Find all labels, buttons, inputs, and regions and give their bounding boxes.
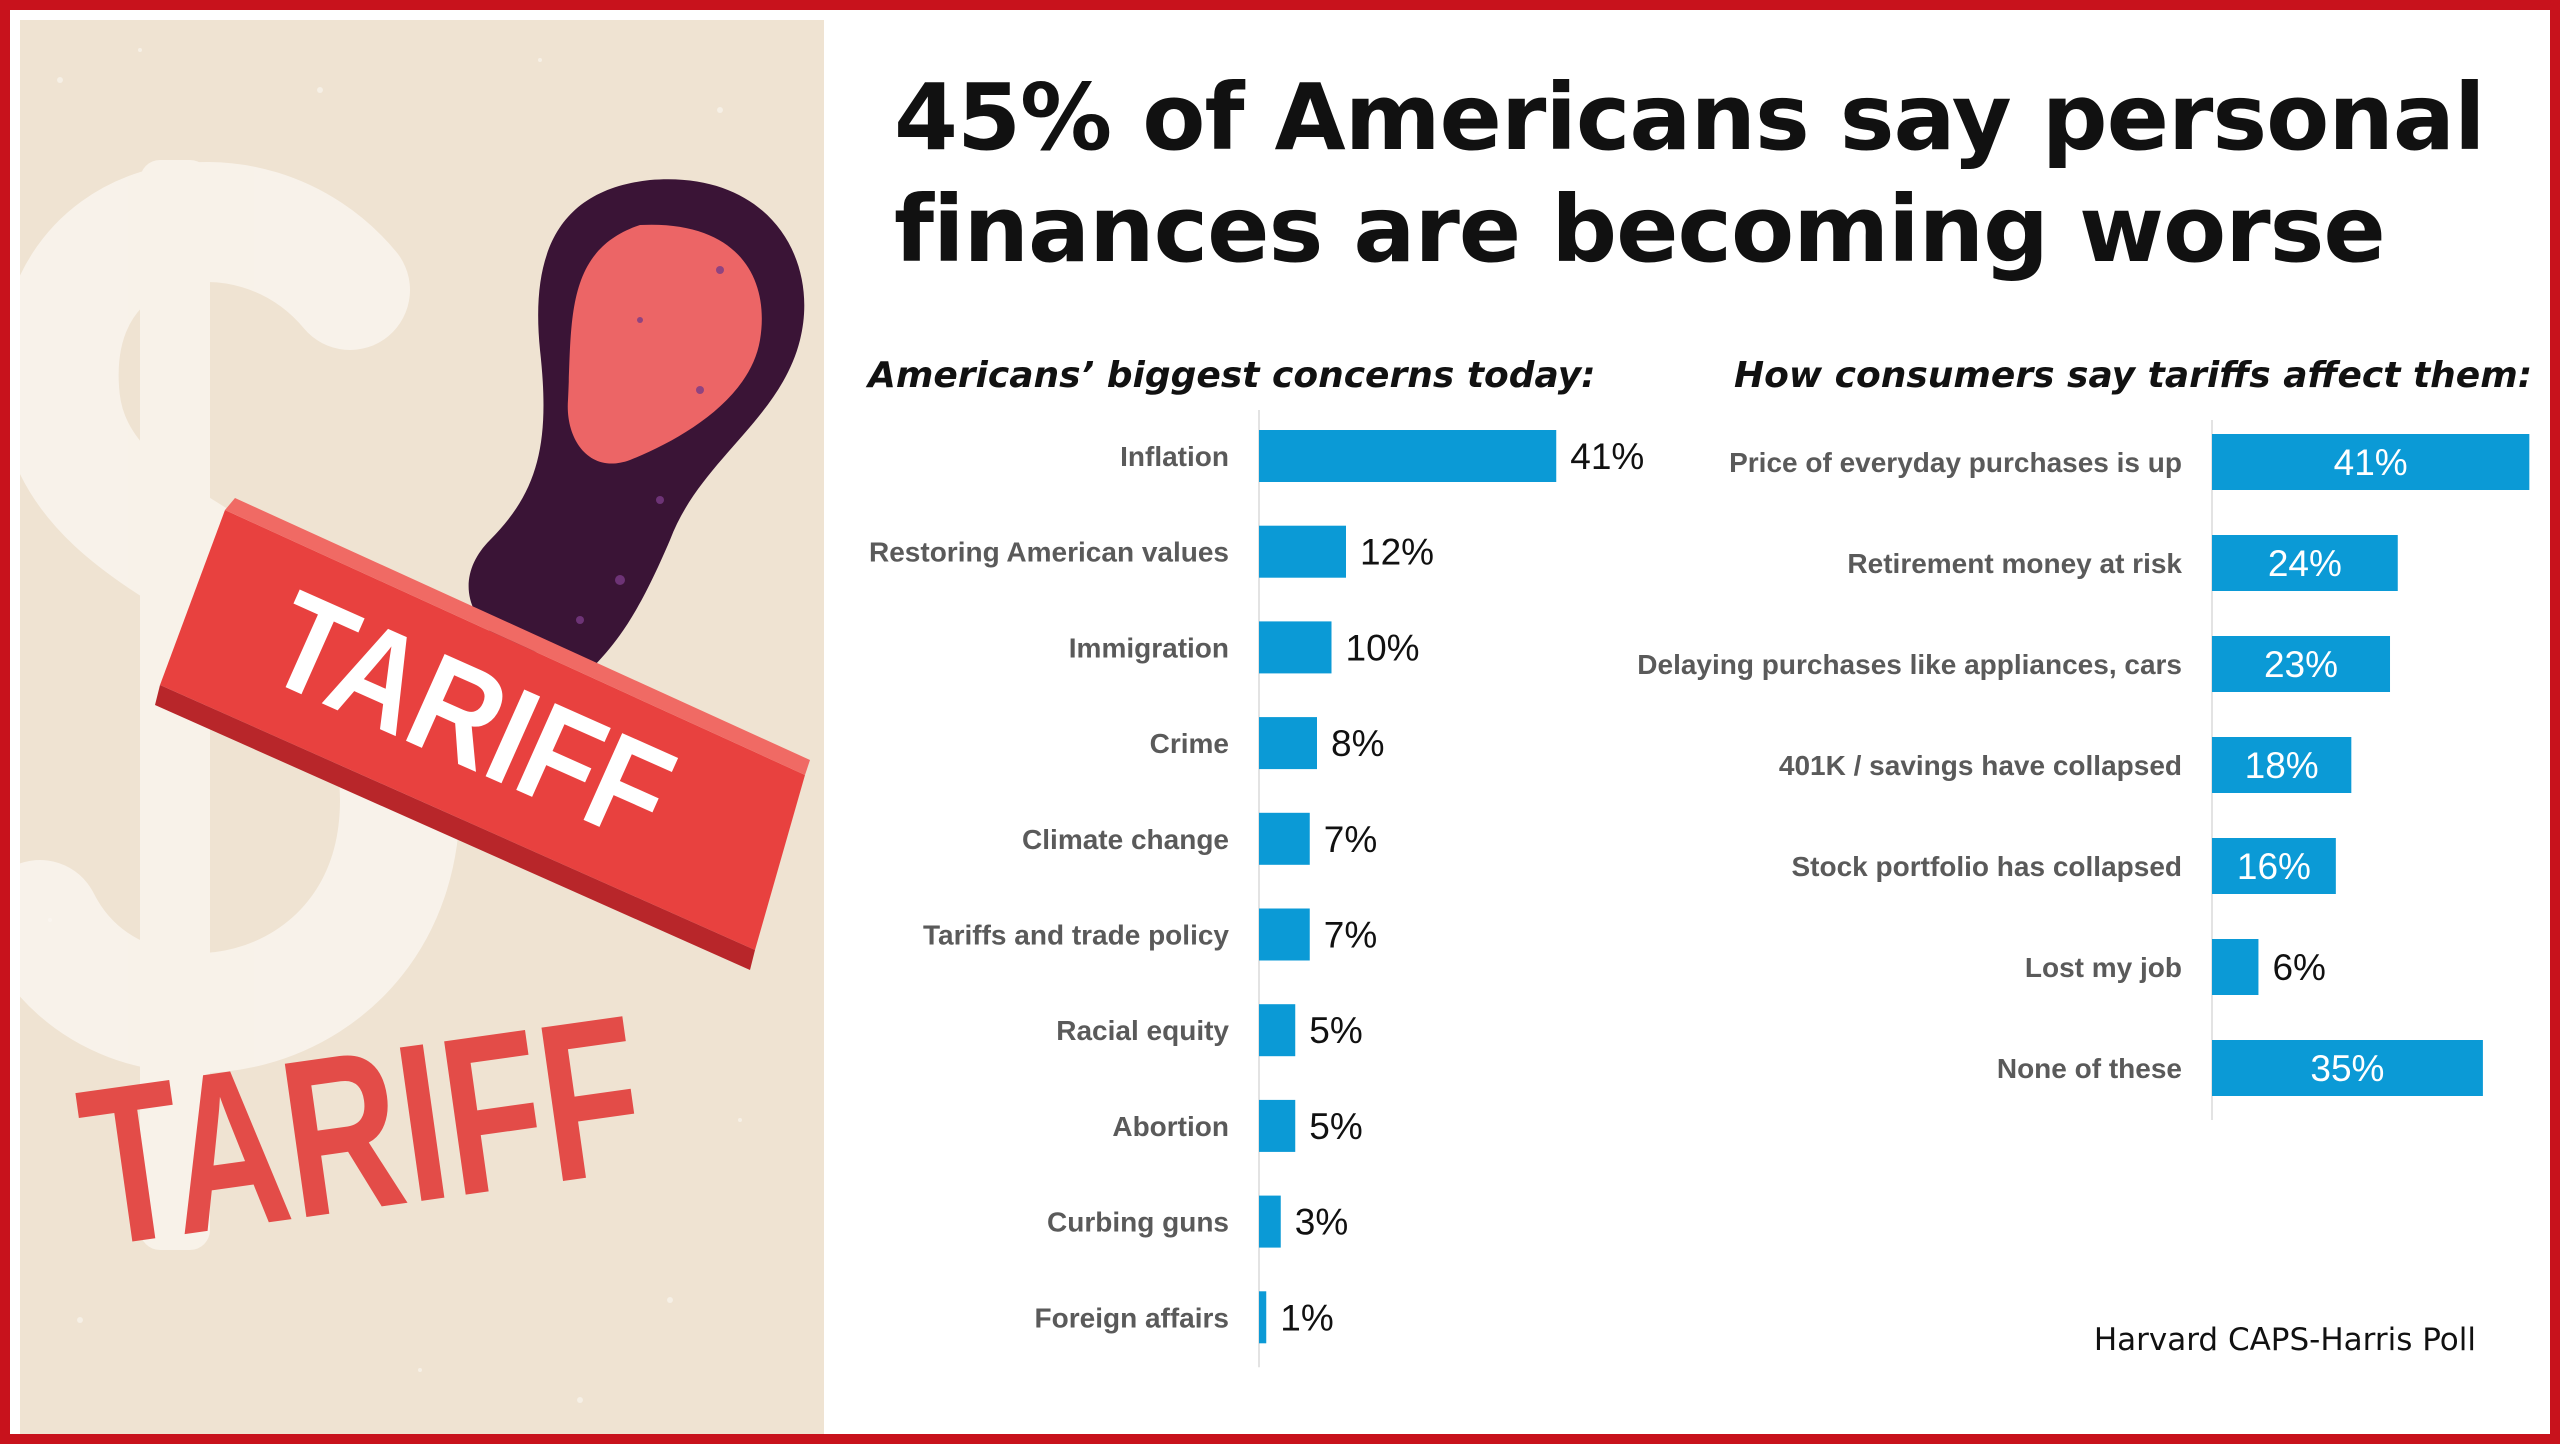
source-credit: Harvard CAPS-Harris Poll	[2093, 1322, 2476, 1358]
left-chart-title: Americans’ biggest concerns today:	[868, 355, 1596, 396]
tariff-effects-value-label: 41%	[2334, 442, 2408, 483]
concerns-category-label: Restoring American values	[869, 537, 1229, 568]
tariff-effects-bar-chart: Price of everyday purchases is up 41% Reti…	[1637, 420, 2530, 1120]
concerns-value-label: 1%	[1280, 1297, 1333, 1338]
concerns-bar	[1259, 1004, 1296, 1057]
concerns-value-label: 41%	[1570, 436, 1644, 477]
rubber-stamp-icon: TARIFF	[155, 179, 810, 970]
tariff-effects-value-label: 16%	[2237, 846, 2311, 887]
concerns-category-label: Crime	[1150, 728, 1229, 759]
tariff-effects-bar	[2212, 1040, 2483, 1096]
tariff-effects-value-label: 18%	[2245, 745, 2319, 786]
concerns-category-label: Climate change	[1022, 824, 1229, 855]
concerns-value-label: 7%	[1324, 915, 1377, 956]
concerns-bar	[1259, 621, 1332, 674]
concerns-bar	[1259, 908, 1310, 961]
tariff-effects-bar	[2212, 434, 2530, 490]
tariff-effects-category-label: Lost my job	[2025, 952, 2182, 983]
tariff-effects-bar	[2212, 636, 2391, 692]
concerns-bar	[1259, 1291, 1267, 1344]
concerns-bar	[1259, 1099, 1296, 1152]
concerns-value-label: 12%	[1360, 532, 1434, 573]
tariff-effects-category-label: None of these	[1997, 1053, 2182, 1084]
tariff-effects-value-label: 6%	[2272, 947, 2325, 988]
concerns-bar	[1259, 525, 1346, 578]
concerns-category-label: Immigration	[1069, 632, 1229, 663]
concerns-category-label: Inflation	[1120, 441, 1229, 472]
concerns-value-label: 7%	[1324, 819, 1377, 860]
tariff-effects-bar	[2212, 535, 2398, 591]
tariff-effects-category-label: Price of everyday purchases is up	[1729, 447, 2182, 478]
concerns-value-label: 5%	[1309, 1010, 1362, 1051]
right-chart-title: How consumers say tariffs affect them:	[1734, 355, 2533, 396]
tariff-effects-value-label: 24%	[2268, 543, 2342, 584]
tariff-effects-bar	[2212, 838, 2336, 894]
tariff-effects-value-label: 35%	[2310, 1048, 2384, 1089]
concerns-value-label: 10%	[1346, 627, 1420, 668]
concerns-bar-chart: Inflation 41% Restoring American values 12%…	[869, 410, 1644, 1368]
concerns-value-label: 3%	[1295, 1202, 1348, 1243]
concerns-category-label: Racial equity	[1056, 1015, 1229, 1046]
tariff-effects-bar	[2212, 737, 2352, 793]
tariff-illustration: TARIFF TARIFF	[20, 20, 824, 1434]
concerns-category-label: Curbing guns	[1047, 1207, 1229, 1238]
concerns-bar	[1259, 1195, 1281, 1248]
concerns-category-label: Foreign affairs	[1035, 1302, 1229, 1333]
concerns-category-label: Tariffs and trade policy	[923, 920, 1229, 951]
concerns-bar	[1259, 717, 1317, 770]
tariff-effects-value-label: 23%	[2264, 644, 2338, 685]
tariff-effects-category-label: Stock portfolio has collapsed	[1791, 851, 2182, 882]
headline: 45% of Americans say personal finances a…	[894, 64, 2485, 283]
concerns-value-label: 5%	[1309, 1106, 1362, 1147]
concerns-bar	[1259, 430, 1557, 482]
tariff-effects-category-label: Delaying purchases like appliances, cars	[1637, 649, 2182, 680]
tariff-effects-bar	[2212, 939, 2259, 995]
illustration-svg: TARIFF TARIFF	[20, 48, 810, 1403]
concerns-bar	[1259, 812, 1310, 865]
tariff-effects-category-label: Retirement money at risk	[1847, 548, 2182, 579]
tariff-effects-category-label: 401K / savings have collapsed	[1779, 750, 2182, 781]
concerns-category-label: Abortion	[1112, 1111, 1229, 1142]
concerns-value-label: 8%	[1331, 723, 1384, 764]
